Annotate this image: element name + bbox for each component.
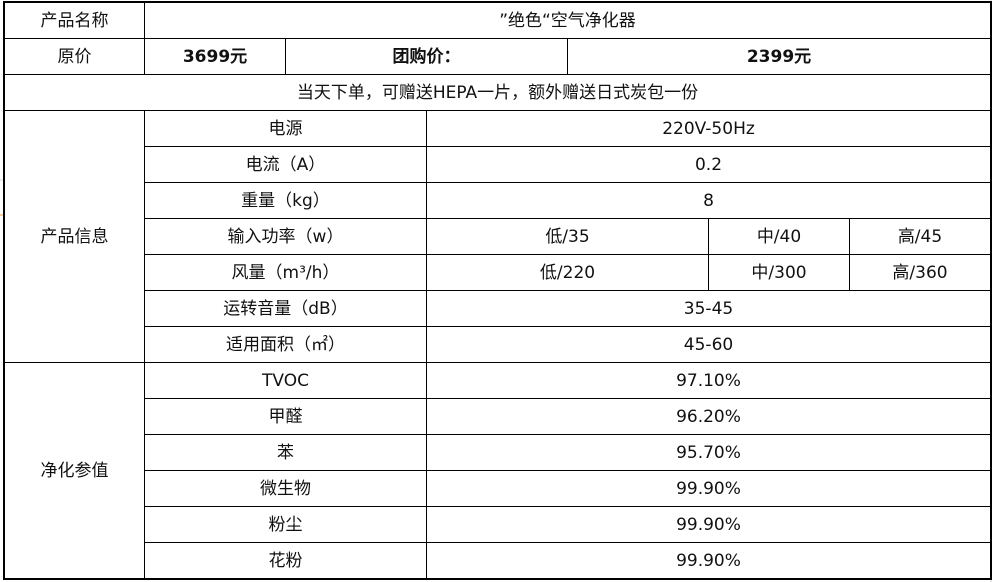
airflow-mid[interactable]: 中/300 bbox=[708, 254, 850, 291]
original-price-cell[interactable]: 3699元 bbox=[144, 38, 286, 75]
noise-value[interactable]: 35-45 bbox=[426, 290, 991, 327]
purification-item[interactable]: 微生物 bbox=[144, 470, 427, 507]
input-power-mid[interactable]: 中/40 bbox=[708, 218, 850, 255]
purification-item[interactable]: TVOC bbox=[144, 362, 427, 399]
purification-value[interactable]: 99.90% bbox=[426, 470, 991, 507]
area-label[interactable]: 适用面积（㎡） bbox=[144, 326, 427, 363]
group-price-cell[interactable]: 2399元 bbox=[567, 38, 991, 75]
row-purification-formaldehyde: 甲醛 96.20% bbox=[5, 398, 991, 435]
weight-value[interactable]: 8 bbox=[426, 182, 991, 219]
input-power-label[interactable]: 输入功率（w） bbox=[144, 218, 427, 255]
airflow-label[interactable]: 风量（m³/h） bbox=[144, 254, 427, 291]
row-spec-power-supply: 产品信息 电源 220V-50Hz bbox=[4, 110, 991, 363]
power-supply-label[interactable]: 电源 bbox=[144, 110, 427, 147]
input-power-high[interactable]: 高/45 bbox=[849, 218, 991, 255]
purification-value[interactable]: 99.90% bbox=[426, 506, 991, 543]
product-name-cell[interactable]: ”绝色“空气净化器 bbox=[144, 2, 991, 39]
product-spec-table: 产品名称 ”绝色“空气净化器 原价 3699元 团购价： 2399元 当天下单，… bbox=[3, 1, 992, 580]
row-spec-airflow: 风量（m³/h） 低/220 中/300 高/360 bbox=[5, 254, 991, 291]
original-price-label[interactable]: 原价 bbox=[4, 38, 145, 75]
row-spec-area: 适用面积（㎡） 45-60 bbox=[5, 326, 991, 363]
row-purification-benzene: 苯 95.70% bbox=[5, 434, 991, 471]
area-value[interactable]: 45-60 bbox=[426, 326, 991, 363]
row-promotion: 当天下单，可赠送HEPA一片，额外赠送日式炭包一份 bbox=[4, 74, 991, 111]
current-label[interactable]: 电流（A） bbox=[144, 146, 427, 183]
weight-label[interactable]: 重量（kg） bbox=[144, 182, 427, 219]
purification-value[interactable]: 97.10% bbox=[426, 362, 991, 399]
purification-item[interactable]: 甲醛 bbox=[144, 398, 427, 435]
row-price: 原价 3699元 团购价： 2399元 bbox=[4, 38, 991, 75]
noise-label[interactable]: 运转音量（dB） bbox=[144, 290, 427, 327]
row-spec-current: 电流（A） 0.2 bbox=[5, 146, 991, 183]
purification-label[interactable]: 净化参值 bbox=[4, 362, 145, 579]
row-purification-tvoc: 净化参值 TVOC 97.10% bbox=[4, 362, 991, 579]
row-purification-pollen: 花粉 99.90% bbox=[5, 542, 991, 579]
product-info-label[interactable]: 产品信息 bbox=[4, 110, 145, 363]
purification-value[interactable]: 99.90% bbox=[426, 542, 991, 579]
purification-item[interactable]: 花粉 bbox=[144, 542, 427, 579]
row-spec-weight: 重量（kg） 8 bbox=[5, 182, 991, 219]
row-purification-microbe: 微生物 99.90% bbox=[5, 470, 991, 507]
airflow-high[interactable]: 高/360 bbox=[849, 254, 991, 291]
current-value[interactable]: 0.2 bbox=[426, 146, 991, 183]
purification-value[interactable]: 95.70% bbox=[426, 434, 991, 471]
input-power-low[interactable]: 低/35 bbox=[426, 218, 709, 255]
purification-value[interactable]: 96.20% bbox=[426, 398, 991, 435]
purification-item[interactable]: 粉尘 bbox=[144, 506, 427, 543]
purification-item[interactable]: 苯 bbox=[144, 434, 427, 471]
promotion-cell[interactable]: 当天下单，可赠送HEPA一片，额外赠送日式炭包一份 bbox=[4, 74, 991, 111]
product-name-label[interactable]: 产品名称 bbox=[4, 2, 145, 39]
row-product-name: 产品名称 ”绝色“空气净化器 bbox=[4, 2, 991, 39]
row-spec-input-power: 输入功率（w） 低/35 中/40 高/45 bbox=[5, 218, 991, 255]
airflow-low[interactable]: 低/220 bbox=[426, 254, 709, 291]
row-spec-noise: 运转音量（dB） 35-45 bbox=[5, 290, 991, 327]
row-purification-dust: 粉尘 99.90% bbox=[5, 506, 991, 543]
power-supply-value[interactable]: 220V-50Hz bbox=[426, 110, 991, 147]
group-price-label[interactable]: 团购价： bbox=[285, 38, 568, 75]
